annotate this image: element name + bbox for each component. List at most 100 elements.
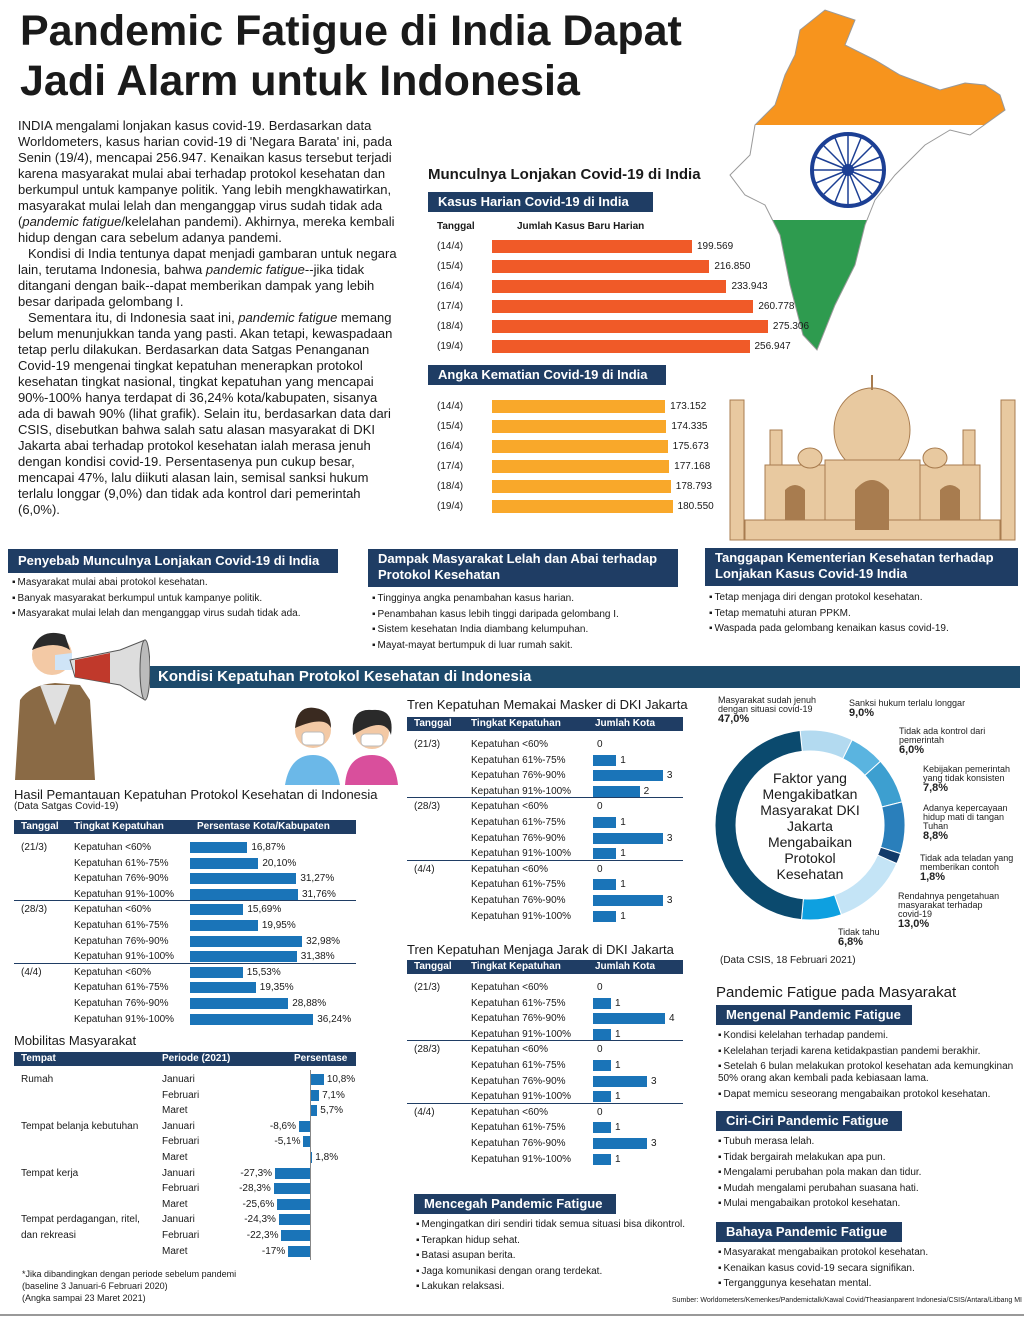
date-label: (16/4)	[437, 441, 464, 452]
level-label: Kepatuhan <60%	[74, 842, 152, 853]
value-label: 15,53%	[246, 966, 281, 978]
list-item: Jaga komunikasi dengan orang terdekat.	[416, 1264, 685, 1280]
bar	[288, 1245, 310, 1257]
bar	[492, 280, 727, 293]
value-label: -27,3%	[240, 1167, 273, 1179]
level-label: Kepatuhan 61%-75%	[74, 982, 169, 994]
bar	[593, 997, 611, 1009]
mobility-title: Mobilitas Masyarakat	[14, 1033, 137, 1048]
bar	[492, 480, 671, 493]
bar	[492, 320, 768, 333]
donut-label: Tidak ada kontrol dari pemerintah 6,0%	[899, 727, 1009, 756]
level-label: Kepatuhan <60%	[471, 739, 549, 750]
slice-value: 7,8%	[923, 782, 949, 794]
india-section-title: Munculnya Lonjakan Covid-19 di India	[428, 166, 701, 183]
value-label: 0	[597, 801, 603, 813]
article-body: INDIA mengalami lonjakan kasus covid-19.…	[18, 118, 400, 518]
level-label: Kepatuhan 61%-75%	[471, 817, 566, 828]
value-label: 177.168	[674, 461, 711, 472]
list-item: Tubuh merasa lelah.	[718, 1134, 921, 1150]
bar	[281, 1230, 310, 1241]
paragraph-2: Kondisi di India tentunya dapat menjadi …	[18, 246, 397, 309]
value-label: 3	[666, 832, 673, 844]
mobility-notes: *Jika dibandingkan dengan periode sebelu…	[22, 1268, 236, 1304]
level-label: Kepatuhan 91%-100%	[471, 1091, 572, 1103]
compliance-table-header: Tanggal Tingkat Kepatuhan Persentase Kota/…	[14, 820, 356, 834]
list-item: Setelah 6 bulan melakukan protokol keseh…	[718, 1059, 1018, 1087]
level-label: Kepatuhan 91%-100%	[74, 888, 175, 900]
note: *Jika dibandingkan dengan periode sebelu…	[22, 1269, 237, 1279]
slice-label: Kebijakan pemerintah yang tidak konsiste…	[923, 764, 1011, 783]
level-label: Kepatuhan 61%-75%	[74, 857, 169, 869]
col-header: Tempat	[21, 1053, 56, 1064]
fatigue-list: Kondisi kelelahan terhadap pandemi.Kelel…	[718, 1028, 1018, 1103]
bar	[492, 400, 666, 413]
bar	[190, 857, 259, 869]
donut-label: Tidak ada teladan yang memberikan contoh…	[920, 854, 1020, 883]
date-label: (17/4)	[437, 301, 464, 312]
bar	[492, 420, 667, 433]
donut-label: Masyarakat sudah jenuh dengan situasi co…	[718, 696, 828, 725]
value-label: 31,76%	[301, 888, 336, 900]
bar	[303, 1136, 310, 1148]
month-label: Februari	[162, 1230, 200, 1241]
value-label: 1	[615, 1060, 621, 1071]
donut-center-label: Faktor yang Mengakibatkan Masyarakat DKI…	[760, 770, 860, 882]
note: (baseline 3 Januari-6 Februari 2020)	[22, 1281, 168, 1291]
value-label: 3	[666, 895, 673, 906]
bar	[593, 848, 617, 860]
date-label: (15/4)	[437, 421, 464, 432]
bar	[190, 966, 243, 978]
date-label: (15/4)	[437, 261, 464, 272]
bar	[190, 888, 298, 900]
list-item: Masyarakat mengabaikan protokol kesehata…	[718, 1245, 929, 1261]
mask-title: Tren Kepatuhan Memakai Masker di DKI Jak…	[407, 697, 688, 712]
value-label: 199.569	[697, 241, 734, 252]
value-label: -28,3%	[239, 1183, 271, 1195]
value-label: 178.793	[675, 481, 712, 492]
value-label: 36,24%	[317, 1013, 352, 1025]
bar	[278, 1214, 310, 1226]
section-response-header: Tanggapan Kementerian Kesehatan terhadap…	[705, 548, 1018, 586]
list-item: Penambahan kasus lebih tinggi daripada g…	[372, 607, 619, 623]
level-label: Kepatuhan <60%	[471, 1106, 549, 1118]
list-item: Mayat-mayat bertumpuk di luar rumah saki…	[372, 638, 619, 654]
col-header: Tanggal	[414, 718, 452, 729]
value-label: -5,1%	[274, 1136, 301, 1148]
value-label: 3	[651, 1075, 657, 1087]
value-label: 28,88%	[292, 998, 327, 1009]
value-label: -25,6%	[242, 1198, 275, 1210]
slice-value: 1,8%	[920, 871, 946, 883]
list-item: Kelelahan terjadi karena ketidakpastian …	[718, 1044, 1018, 1060]
value-label: 275.306	[772, 321, 810, 332]
date-label: (18/4)	[437, 321, 464, 332]
section-impact-header: Dampak Masyarakat Lelah dan Abai terhada…	[368, 549, 678, 587]
month-label: Maret	[162, 1152, 188, 1163]
value-label: 1	[615, 997, 621, 1009]
fatigue-box-header: Bahaya Pandemic Fatigue	[716, 1222, 902, 1242]
slice-label: Tidak ada kontrol dari pemerintah	[899, 726, 986, 745]
value-label: 0	[597, 1044, 603, 1056]
zero-axis	[310, 1070, 311, 1260]
bar	[275, 1167, 310, 1179]
level-label: Kepatuhan <60%	[471, 1044, 549, 1056]
india-flag-map-icon	[729, 9, 1006, 351]
list-item: Waspada pada gelombang kenaikan kasus co…	[709, 621, 949, 637]
cases-col-date: Tanggal	[437, 221, 475, 232]
donut-slice	[879, 801, 906, 855]
level-label: Kepatuhan 76%-90%	[471, 1138, 566, 1149]
value-label: -22,3%	[246, 1230, 279, 1241]
level-label: Kepatuhan 91%-100%	[471, 1153, 572, 1165]
value-label: 1	[615, 1122, 621, 1134]
month-label: Januari	[162, 1167, 195, 1179]
group-divider	[407, 797, 683, 799]
bar	[593, 754, 617, 766]
col-header: Tingkat Kepatuhan	[471, 718, 561, 729]
value-label: 20,10%	[262, 857, 297, 869]
col-header: Persentase Kota/Kabupaten	[197, 821, 330, 832]
value-label: 180.550	[677, 501, 714, 512]
bar	[593, 1153, 611, 1165]
level-label: Kepatuhan 61%-75%	[471, 1060, 566, 1071]
slice-label: Sanksi hukum terlalu longgar	[849, 698, 966, 708]
value-label: 1	[620, 848, 626, 860]
